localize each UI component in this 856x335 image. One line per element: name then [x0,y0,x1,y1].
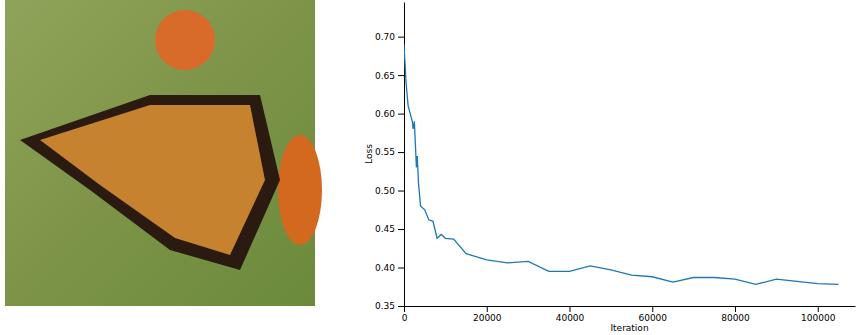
y-tick: 0.55 [375,147,404,157]
y-axis-title: Loss [364,144,374,164]
photo-background [5,0,315,306]
y-tick-label: 0.40 [375,263,395,273]
y-tick: 0.45 [375,224,404,234]
y-tick: 0.35 [375,301,404,311]
x-tick: 60000 [638,306,667,323]
y-tick-label: 0.65 [375,70,395,80]
x-tick: 20000 [473,306,502,323]
x-tick: 80000 [721,306,750,323]
figure: 0200004000060000800001000000.350.400.450… [0,0,856,335]
x-tick-mark [735,306,736,312]
x-axis-line [405,306,856,307]
y-tick: 0.60 [375,109,404,119]
x-tick-label: 20000 [473,313,502,323]
x-tick-mark [404,306,405,312]
y-tick-label: 0.70 [375,32,395,42]
photo-flower [155,10,215,70]
y-tick-mark [398,191,404,192]
y-tick-mark [398,152,404,153]
y-tick-mark [398,114,404,115]
y-tick-label: 0.45 [375,224,395,234]
x-tick: 0 [402,306,408,323]
x-tick-mark [818,306,819,312]
photo-butterfly-wing [40,105,265,255]
x-tick: 100000 [801,306,836,323]
x-tick-mark [570,306,571,312]
x-tick: 40000 [556,306,585,323]
y-tick: 0.65 [375,70,404,80]
x-tick-mark [487,306,488,312]
y-tick-label: 0.35 [375,301,395,311]
plot: 0200004000060000800001000000.350.400.450… [375,3,856,324]
y-tick-mark [398,268,404,269]
photo [5,0,322,306]
y-tick-mark [398,75,404,76]
y-tick-label: 0.55 [375,147,395,157]
y-axis: 0.35 0.40 0.45 0.50 0.55 0.60 0.65 0.70 [375,3,405,312]
x-tick-label: 0 [402,313,408,323]
x-axis: 0 20000 40000 60000 80000 100000 [402,306,856,323]
photo-butterfly [20,95,280,270]
x-tick-label: 80000 [721,313,750,323]
y-tick-mark [398,37,404,38]
y-tick-mark [398,306,404,307]
y-tick-mark [398,229,404,230]
x-tick-mark [652,306,653,312]
y-tick-label: 0.60 [375,109,395,119]
x-tick-label: 60000 [638,313,667,323]
y-tick-label: 0.50 [375,186,395,196]
y-tick: 0.50 [375,186,404,196]
x-axis-title: Iteration [610,323,648,333]
loss-line [404,44,838,284]
y-tick: 0.70 [375,32,404,42]
x-tick-label: 100000 [801,313,836,323]
x-tick-label: 40000 [556,313,585,323]
marks [404,44,838,284]
photo-flower [278,135,322,245]
y-tick: 0.40 [375,263,404,273]
